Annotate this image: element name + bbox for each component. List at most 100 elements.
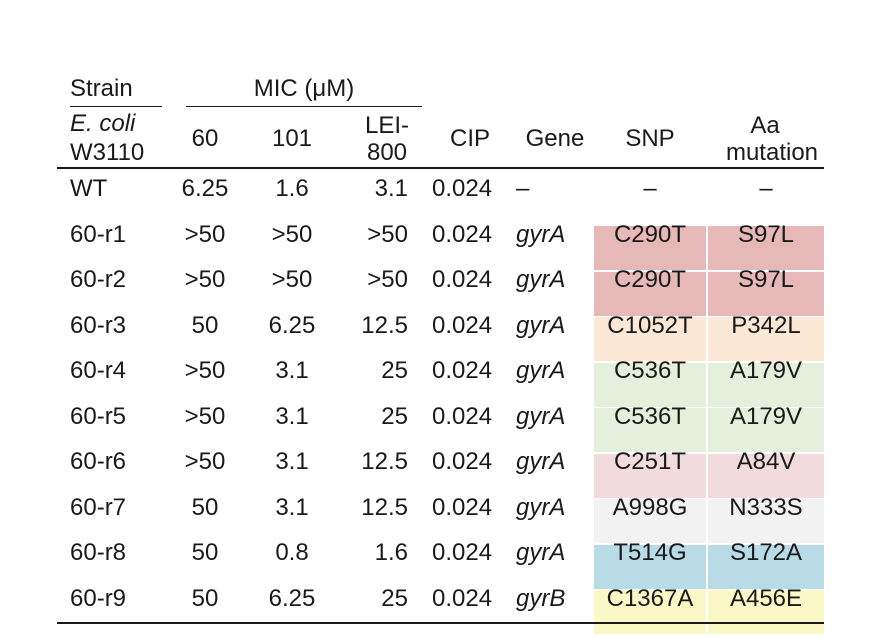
cell-snp: C1052T [607, 311, 693, 339]
cell-mic-60: >50 [184, 220, 226, 248]
cell-gene: gyrA [516, 311, 566, 339]
cell-mic-101: >50 [271, 266, 313, 293]
cell-mic-cip: 0.024 [432, 311, 493, 339]
cell-snp: A998G [612, 493, 688, 521]
cell-mic-cip: 0.024 [432, 266, 493, 293]
cell-mic-101: 3.1 [275, 493, 309, 521]
cell-mic-101: 3.1 [275, 402, 309, 430]
cell-snp: C251T [613, 448, 687, 475]
cell-aa-mutation: A179V [729, 357, 803, 384]
cell-mic-60: >50 [184, 357, 226, 384]
cell-mic-lei800: 12.5 [361, 493, 408, 521]
cell-mic-cip: 0.024 [432, 402, 493, 430]
aa-highlight [708, 271, 824, 316]
cell-strain: 60-r8 [70, 539, 127, 566]
cell-mic-60: 50 [191, 539, 219, 566]
cell-mic-60: 6.25 [181, 175, 229, 202]
cell-mic-60: >50 [184, 402, 226, 430]
snp-highlight [594, 408, 706, 452]
header-col-60: 60 [191, 125, 219, 152]
cell-snp: C290T [613, 266, 687, 293]
cell-mic-cip: 0.024 [432, 539, 493, 566]
aa-highlight [708, 453, 824, 498]
header-lei-bottom: 800 [366, 139, 408, 166]
cell-mic-101: 1.6 [275, 175, 309, 202]
cell-aa-mutation: A84V [736, 448, 796, 475]
cell-mic-101: 3.1 [275, 448, 309, 475]
cell-aa-mutation: A179V [729, 402, 803, 430]
cell-aa-mutation: P342L [731, 311, 801, 339]
aa-highlight [708, 590, 824, 634]
snp-highlight [594, 317, 706, 361]
snp-highlight [594, 499, 706, 543]
aa-highlight [708, 362, 824, 407]
header-ecoli: E. coli [70, 110, 136, 137]
cell-gene: gyrA [516, 493, 566, 521]
snp-highlight [594, 226, 706, 270]
cell-aa-mutation: S97L [737, 220, 795, 248]
cell-mic-lei800: 1.6 [374, 539, 408, 566]
cell-mic-60: 50 [191, 584, 219, 612]
cell-snp: C536T [613, 402, 687, 430]
strain-underline [70, 106, 162, 107]
header-cip: CIP [449, 125, 490, 152]
cell-strain: 60-r1 [70, 220, 127, 248]
cell-mic-lei800: 3.1 [374, 175, 408, 202]
cell-strain: 60-r9 [70, 584, 127, 612]
cell-mic-lei800: 12.5 [361, 448, 408, 475]
cell-snp: T514G [613, 539, 687, 566]
snp-highlight [594, 362, 706, 407]
cell-mic-101: 6.25 [268, 584, 316, 612]
cell-gene: – [516, 175, 530, 202]
cell-strain: 60-r7 [70, 493, 127, 521]
cell-mic-60: >50 [184, 266, 226, 293]
cell-mic-cip: 0.024 [432, 493, 493, 521]
snp-highlight [594, 453, 706, 498]
mic-underline [186, 106, 422, 107]
cell-gene: gyrA [516, 266, 566, 293]
cell-strain: 60-r2 [70, 266, 127, 293]
cell-snp: C1367A [606, 584, 694, 612]
header-mic: MIC (μM) [253, 75, 355, 102]
cell-aa-mutation: A456E [729, 584, 803, 612]
cell-mic-cip: 0.024 [432, 357, 493, 384]
cell-mic-lei800: 25 [381, 357, 408, 384]
header-gene: Gene [525, 125, 585, 152]
snp-highlight [594, 544, 706, 589]
header-rule [57, 167, 824, 169]
aa-highlight [708, 408, 824, 452]
cell-gene: gyrA [516, 402, 566, 430]
cell-snp: – [643, 175, 657, 202]
cell-mic-101: 0.8 [275, 539, 309, 566]
snp-highlight [594, 590, 706, 634]
cell-strain: 60-r4 [70, 357, 127, 384]
cell-snp: C290T [613, 220, 687, 248]
aa-highlight [708, 544, 824, 589]
cell-mic-cip: 0.024 [432, 220, 493, 248]
cell-aa-mutation: S172A [729, 539, 803, 566]
header-aa-bottom: mutation [725, 139, 819, 166]
cell-mic-lei800: >50 [367, 220, 408, 248]
header-w3110: W3110 [70, 139, 145, 166]
header-aa-top: Aa [750, 112, 780, 139]
aa-highlight [708, 317, 824, 361]
aa-highlight [708, 499, 824, 543]
cell-mic-60: 50 [191, 493, 219, 521]
cell-aa-mutation: S97L [737, 266, 795, 293]
aa-highlight [708, 226, 824, 270]
cell-mic-cip: 0.024 [432, 584, 493, 612]
cell-snp: C536T [613, 357, 687, 384]
cell-mic-lei800: 12.5 [361, 311, 408, 339]
cell-strain: 60-r5 [70, 402, 127, 430]
bottom-rule [57, 622, 824, 624]
header-col-101: 101 [271, 125, 313, 152]
cell-mic-101: 3.1 [275, 357, 309, 384]
cell-strain: 60-r6 [70, 448, 127, 475]
cell-gene: gyrA [516, 539, 566, 566]
header-snp: SNP [625, 125, 675, 152]
cell-gene: gyrA [516, 220, 566, 248]
header-strain: Strain [70, 75, 133, 102]
cell-mic-lei800: >50 [367, 266, 408, 293]
cell-mic-cip: 0.024 [432, 448, 493, 475]
